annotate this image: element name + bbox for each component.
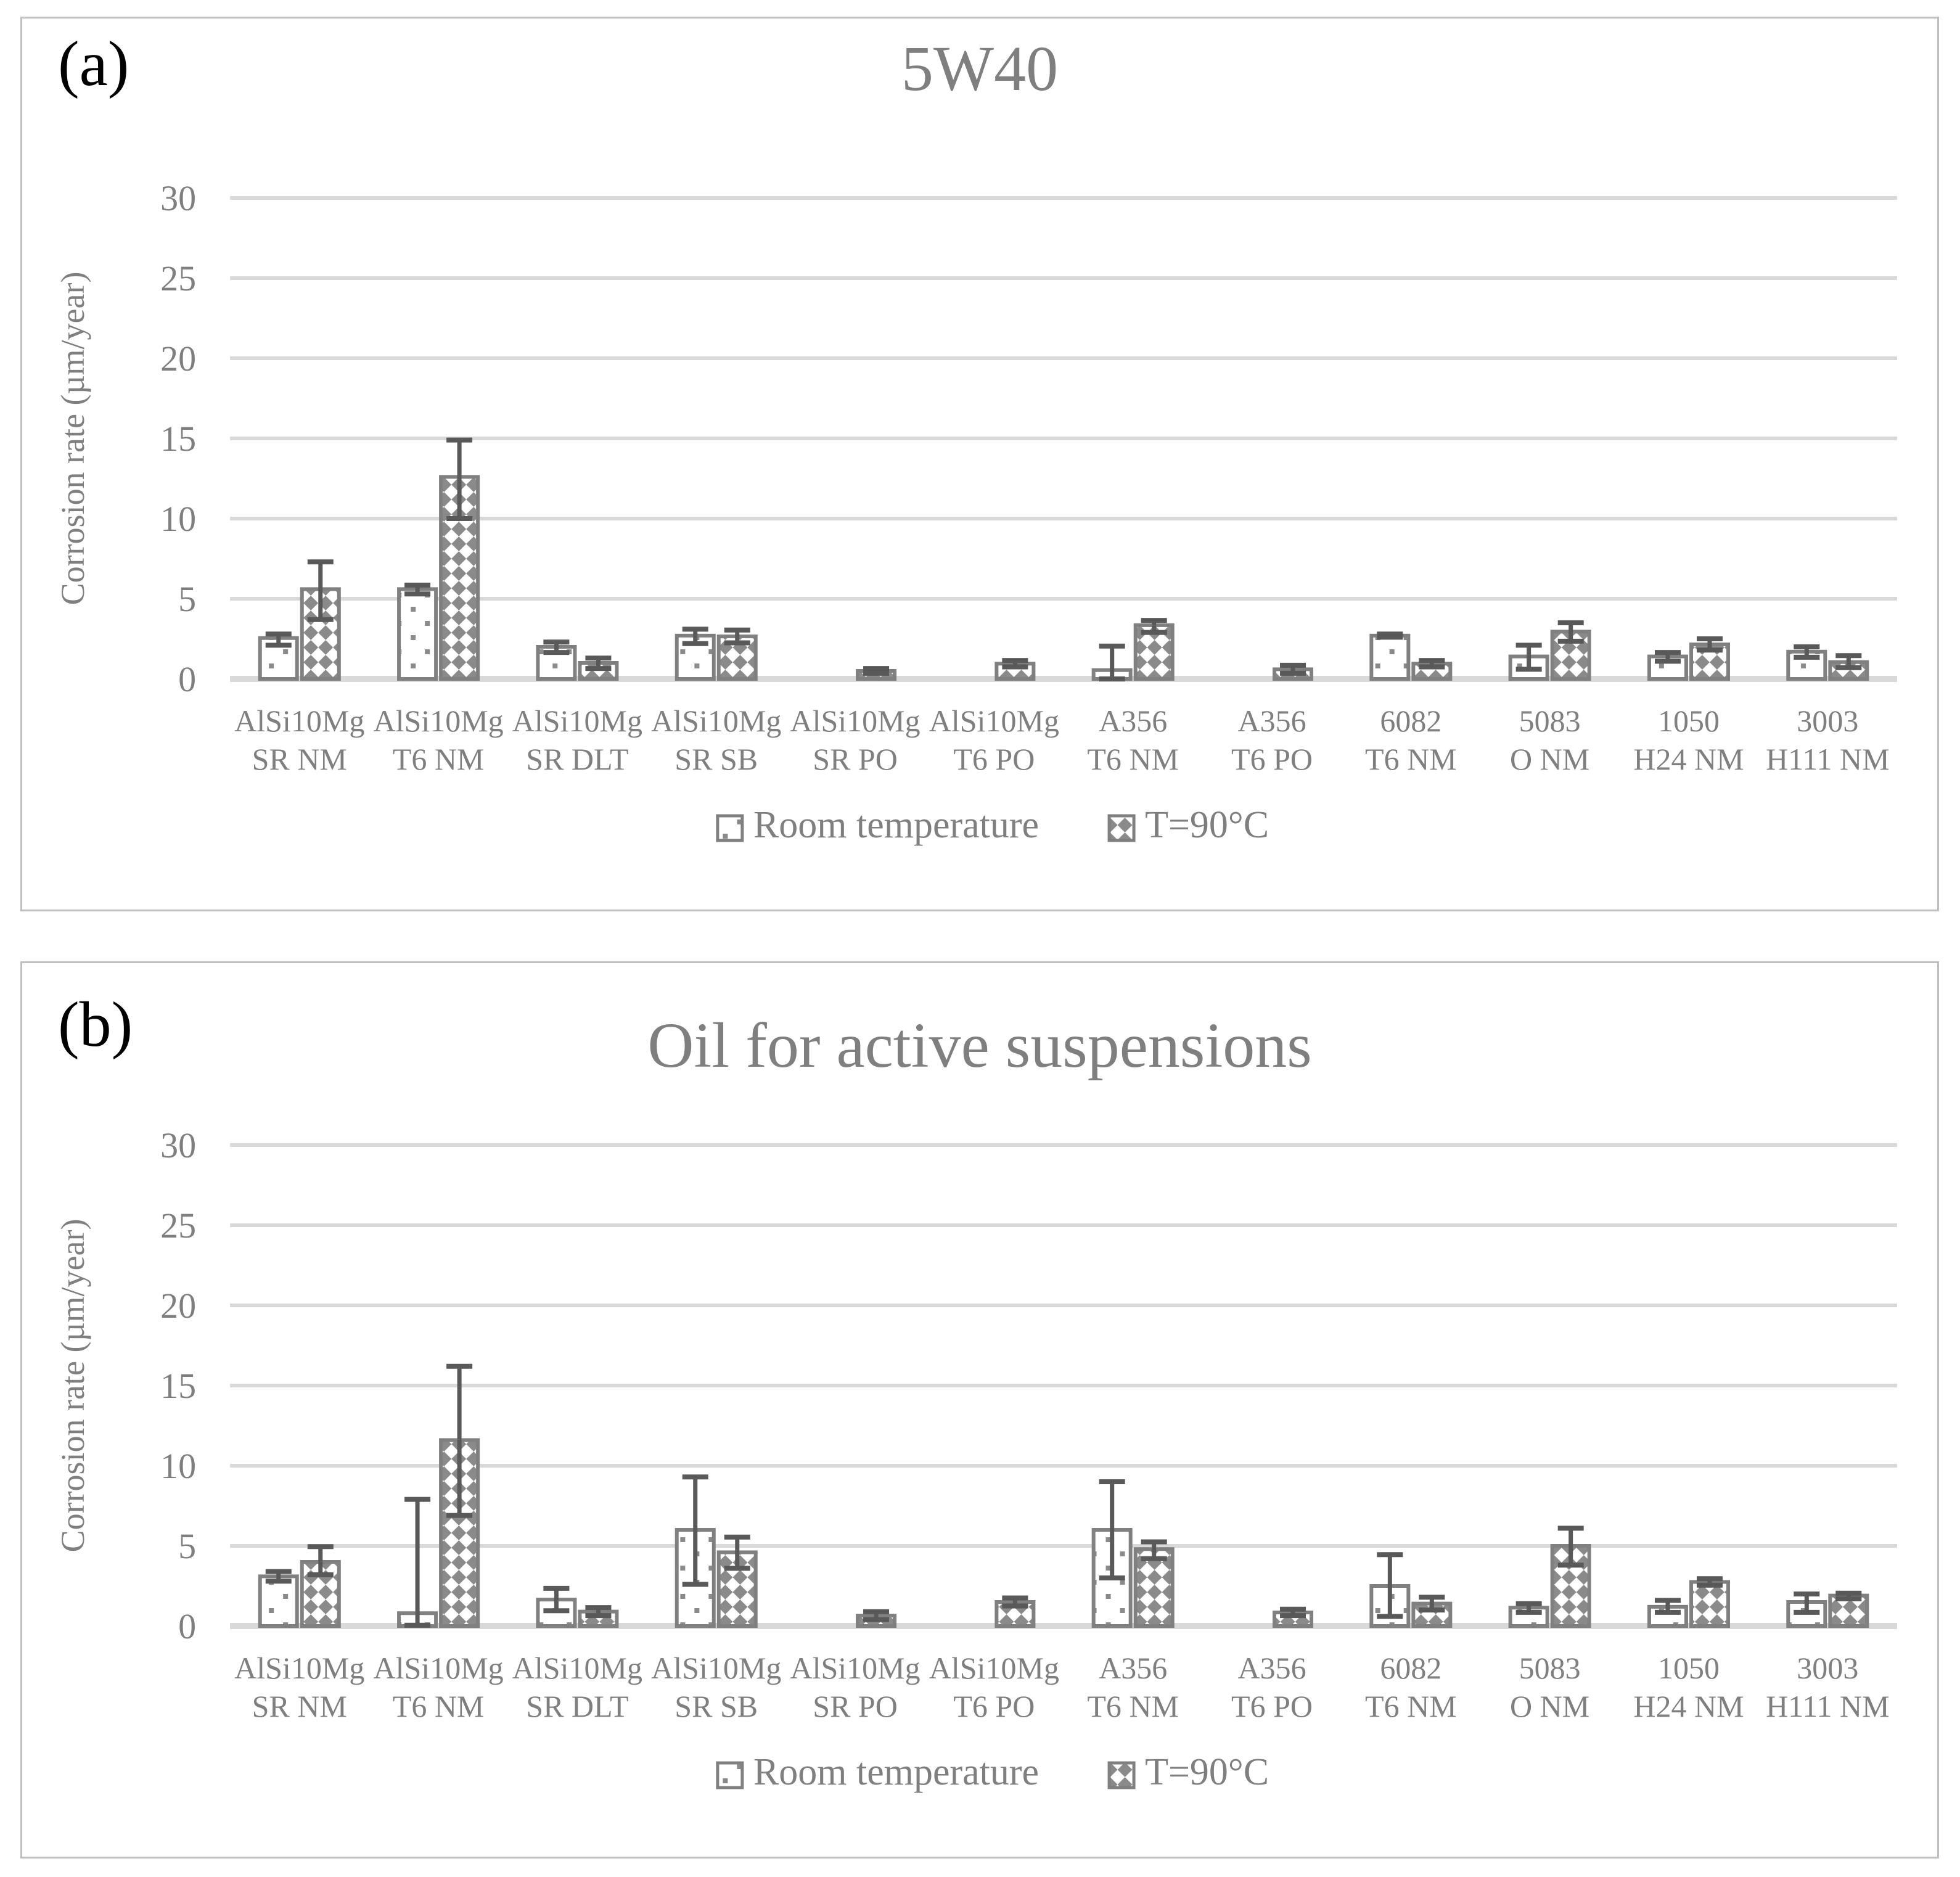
bar-room-8 — [1369, 633, 1411, 681]
legend-swatch-room-temperature — [716, 1761, 744, 1789]
panel-a-chart: 0 5 10 15 20 25 30 Corrosion rate (µm/year) AlSi… — [54, 178, 1897, 846]
bars — [258, 475, 1869, 681]
category-label: 1050 H24 NM — [1633, 704, 1744, 776]
y-gridlines — [230, 1143, 1897, 1629]
category-label: 3003 H111 NM — [1766, 704, 1890, 776]
legend-swatch-t90 — [1107, 814, 1136, 842]
y-tick-labels: 0 5 10 15 20 25 30 — [160, 1125, 196, 1646]
category-label: AlSi10Mg SR SB — [651, 704, 781, 776]
y-tick-label: 20 — [160, 1286, 196, 1326]
legend-label-room-temperature: Room temperature — [753, 1751, 1039, 1793]
category-label: 6082 T6 NM — [1365, 704, 1457, 776]
y-tick-label: 5 — [178, 579, 196, 619]
panel-a-letter: (a) — [58, 28, 129, 99]
y-tick-label: 0 — [178, 1606, 196, 1646]
category-label: AlSi10Mg T6 NM — [373, 704, 503, 776]
category-label: AlSi10Mg SR SB — [651, 1651, 781, 1723]
category-label: 6082 T6 NM — [1365, 1651, 1457, 1723]
panel-a: (a) 5W40 0 5 10 15 20 25 30 Corrosion rate (µm/… — [20, 17, 1939, 911]
bar-t90-10 — [1689, 1580, 1731, 1628]
legend-swatch-room-temperature — [716, 814, 744, 842]
panel-a-title: 5W40 — [901, 33, 1059, 104]
y-tick-label: 30 — [160, 178, 196, 218]
bar-room-0 — [258, 1574, 299, 1629]
y-axis-title: Corrosion rate (µm/year) — [54, 272, 91, 606]
category-label: AlSi10Mg SR NM — [234, 704, 364, 776]
category-label: A356 T6 PO — [1231, 1651, 1313, 1723]
category-label: A356 T6 NM — [1087, 1651, 1179, 1723]
category-label: AlSi10Mg SR DLT — [512, 1651, 642, 1723]
panel-b: (b) Oil for active suspensions 0 5 10 15 20 2… — [20, 961, 1939, 1859]
legend: Room temperature T=90°C — [716, 1751, 1269, 1793]
category-label: A356 T6 PO — [1231, 704, 1313, 776]
category-label: AlSi10Mg SR DLT — [512, 704, 642, 776]
error-bars — [265, 1363, 1862, 1628]
category-label: 5083 O NM — [1510, 1651, 1589, 1723]
category-label: AlSi10Mg SR NM — [234, 1651, 364, 1723]
category-label: 5083 O NM — [1510, 704, 1589, 776]
y-tick-label: 25 — [160, 1205, 196, 1246]
category-label: AlSi10Mg SR PO — [790, 704, 920, 776]
y-tick-label: 20 — [160, 339, 196, 379]
legend: Room temperature T=90°C — [716, 804, 1269, 846]
y-tick-label: 15 — [160, 419, 196, 459]
bars — [258, 1438, 1869, 1629]
category-label: AlSi10Mg SR PO — [790, 1651, 920, 1723]
category-label: AlSi10Mg T6 PO — [929, 1651, 1059, 1723]
legend-label-t90: T=90°C — [1145, 804, 1269, 846]
category-label: 1050 H24 NM — [1633, 1651, 1744, 1723]
category-label: AlSi10Mg T6 PO — [929, 704, 1059, 776]
legend-swatch-t90 — [1107, 1761, 1136, 1789]
category-label: 3003 H111 NM — [1766, 1651, 1890, 1723]
y-tick-label: 15 — [160, 1366, 196, 1406]
error-bars — [265, 437, 1862, 681]
y-tick-label: 5 — [178, 1526, 196, 1566]
panel-b-letter: (b) — [58, 989, 133, 1060]
y-tick-labels: 0 5 10 15 20 25 30 — [160, 178, 196, 699]
y-axis-title: Corrosion rate (µm/year) — [54, 1219, 91, 1553]
y-tick-label: 10 — [160, 499, 196, 539]
y-gridlines — [230, 196, 1897, 682]
y-tick-label: 30 — [160, 1125, 196, 1165]
y-tick-label: 10 — [160, 1446, 196, 1486]
panel-b-title: Oil for active suspensions — [647, 1010, 1312, 1081]
panel-b-chart: 0 5 10 15 20 25 30 Corrosion rate (µm/year) AlSi… — [54, 1125, 1897, 1793]
y-tick-label: 0 — [178, 659, 196, 699]
category-label: A356 T6 NM — [1087, 704, 1179, 776]
legend-label-room-temperature: Room temperature — [753, 804, 1039, 846]
category-label: AlSi10Mg T6 NM — [373, 1651, 503, 1723]
legend-label-t90: T=90°C — [1145, 1751, 1269, 1793]
bar-room-1 — [397, 587, 438, 681]
y-tick-label: 25 — [160, 258, 196, 298]
